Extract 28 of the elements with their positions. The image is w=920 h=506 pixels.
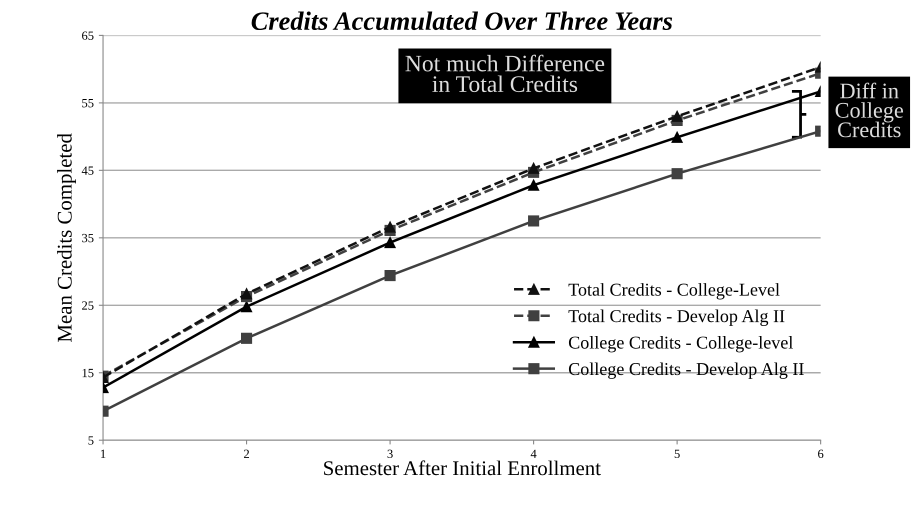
point [528, 215, 540, 227]
legend-label: College Credits - College-level [568, 336, 793, 352]
x-tick-label: 3 [388, 450, 393, 458]
y-tick-label: 15 [82, 368, 94, 378]
point [528, 180, 540, 191]
x-tick-label: 6 [818, 450, 824, 458]
x-tick-label: 1 [101, 450, 106, 458]
y-tick-label: 65 [82, 31, 94, 40]
x-tick-label: 4 [530, 450, 537, 458]
annotation: Not much Difference in Total Credits [405, 54, 604, 92]
legend-label: Total Credits - Develop Alg II [568, 310, 784, 326]
x-tick-label: 5 [674, 450, 680, 458]
point [384, 236, 396, 248]
chart-title: Credits Accumulated Over Three Years [252, 11, 672, 30]
point [528, 162, 540, 174]
y-axis-title: Mean Credits Completed [57, 133, 76, 342]
y-tick-label: 45 [82, 166, 94, 175]
point [384, 270, 396, 282]
x-axis-title: Semester After Initial Enrollment [324, 460, 601, 476]
point [384, 221, 396, 233]
y-tick-label: 25 [82, 301, 94, 310]
y-tick-label: 55 [82, 99, 94, 108]
y-tick-label: 35 [82, 234, 94, 242]
x-tick-label: 2 [244, 450, 249, 458]
legend-label: Total Credits - College-Level [568, 283, 780, 300]
y-tick-label: 5 [88, 436, 94, 445]
legend-label: College Credits - Develop Alg II [568, 362, 804, 379]
text: Diff in College Credits [836, 82, 904, 138]
